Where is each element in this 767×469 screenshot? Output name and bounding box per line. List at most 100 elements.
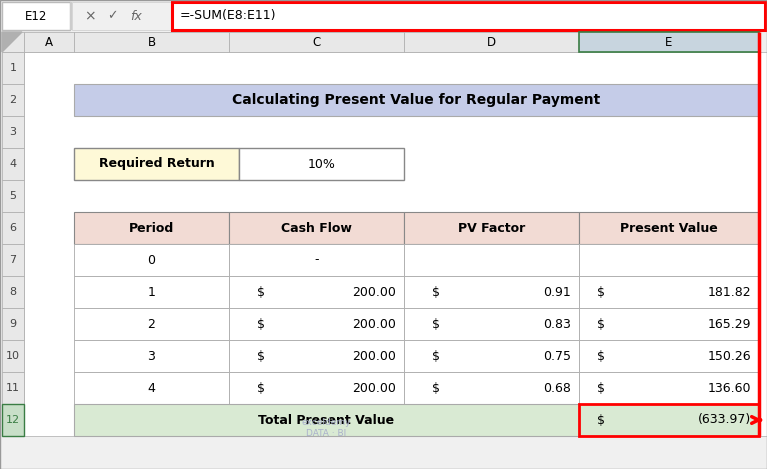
Text: 0: 0: [147, 254, 156, 266]
Bar: [2, 404, 24, 436]
Bar: [2, 276, 24, 308]
Bar: [579, 308, 759, 340]
Text: 6: 6: [9, 223, 17, 233]
Bar: [229, 244, 404, 276]
Text: $: $: [432, 286, 440, 298]
Text: Calculating Present Value for Regular Payment: Calculating Present Value for Regular Pa…: [232, 93, 601, 107]
Bar: [2, 212, 24, 244]
Text: $: $: [597, 318, 605, 331]
Text: 9: 9: [9, 319, 17, 329]
Text: 8: 8: [9, 287, 17, 297]
Bar: [2, 32, 24, 52]
Text: 0.75: 0.75: [543, 349, 571, 363]
Text: B: B: [147, 36, 156, 48]
Bar: [2, 180, 24, 212]
Bar: [74, 32, 229, 52]
Bar: [229, 276, 404, 308]
Text: 10%: 10%: [308, 158, 335, 171]
Text: $: $: [257, 381, 265, 394]
Bar: [229, 212, 404, 244]
Text: (633.97): (633.97): [698, 414, 751, 426]
Bar: [74, 404, 579, 436]
Bar: [2, 2, 70, 30]
Text: ✓: ✓: [107, 9, 117, 23]
Text: $: $: [257, 318, 265, 331]
Text: 0.83: 0.83: [543, 318, 571, 331]
Text: 5: 5: [9, 191, 17, 201]
Text: 3: 3: [147, 349, 156, 363]
Text: 4: 4: [147, 381, 156, 394]
Text: 2: 2: [9, 95, 17, 105]
Bar: [2, 372, 24, 404]
Bar: [579, 276, 759, 308]
Bar: [579, 32, 759, 52]
Text: $: $: [597, 349, 605, 363]
Bar: [2, 308, 24, 340]
Text: $: $: [432, 349, 440, 363]
Text: ×: ×: [84, 9, 96, 23]
Bar: [404, 212, 579, 244]
Bar: [579, 212, 759, 244]
Bar: [404, 308, 579, 340]
Bar: [72, 2, 172, 30]
Text: 3: 3: [9, 127, 17, 137]
Bar: [74, 372, 229, 404]
Text: $: $: [432, 381, 440, 394]
Bar: [2, 244, 24, 276]
Text: E12: E12: [25, 9, 48, 23]
Text: 1: 1: [147, 286, 156, 298]
Bar: [74, 308, 229, 340]
Text: 200.00: 200.00: [352, 349, 396, 363]
Text: 10: 10: [6, 351, 20, 361]
Text: PV Factor: PV Factor: [458, 221, 525, 234]
Text: $: $: [432, 318, 440, 331]
Text: A: A: [45, 36, 53, 48]
Bar: [74, 340, 229, 372]
Text: 0.91: 0.91: [543, 286, 571, 298]
Bar: [404, 244, 579, 276]
Bar: [172, 2, 765, 30]
Text: Present Value: Present Value: [621, 221, 718, 234]
Bar: [404, 340, 579, 372]
Bar: [229, 308, 404, 340]
Polygon shape: [2, 32, 22, 52]
Text: 200.00: 200.00: [352, 381, 396, 394]
Text: $: $: [597, 286, 605, 298]
Text: 11: 11: [6, 383, 20, 393]
Bar: [239, 148, 404, 180]
Text: 150.26: 150.26: [707, 349, 751, 363]
Text: 12: 12: [6, 415, 20, 425]
Bar: [229, 32, 404, 52]
Text: 165.29: 165.29: [707, 318, 751, 331]
Text: fx: fx: [130, 9, 142, 23]
Bar: [2, 116, 24, 148]
Text: 200.00: 200.00: [352, 286, 396, 298]
Bar: [579, 244, 759, 276]
Text: $: $: [257, 349, 265, 363]
Text: $: $: [597, 414, 605, 426]
Bar: [2, 148, 24, 180]
Text: 136.60: 136.60: [707, 381, 751, 394]
Bar: [74, 276, 229, 308]
Text: 200.00: 200.00: [352, 318, 396, 331]
Bar: [74, 148, 239, 180]
Text: 1: 1: [9, 63, 17, 73]
Bar: [579, 372, 759, 404]
Bar: [2, 340, 24, 372]
Text: Required Return: Required Return: [99, 158, 214, 171]
Bar: [74, 244, 229, 276]
Text: Cash Flow: Cash Flow: [281, 221, 352, 234]
Bar: [229, 372, 404, 404]
Text: 2: 2: [147, 318, 156, 331]
Text: 4: 4: [9, 159, 17, 169]
Bar: [579, 340, 759, 372]
Text: $: $: [257, 286, 265, 298]
Bar: [24, 32, 74, 52]
Bar: [404, 372, 579, 404]
Text: -: -: [314, 254, 319, 266]
Bar: [70, 2, 72, 30]
Text: =-SUM(E8:E11): =-SUM(E8:E11): [180, 9, 276, 23]
Bar: [579, 404, 759, 436]
Text: D: D: [487, 36, 496, 48]
Bar: [404, 276, 579, 308]
